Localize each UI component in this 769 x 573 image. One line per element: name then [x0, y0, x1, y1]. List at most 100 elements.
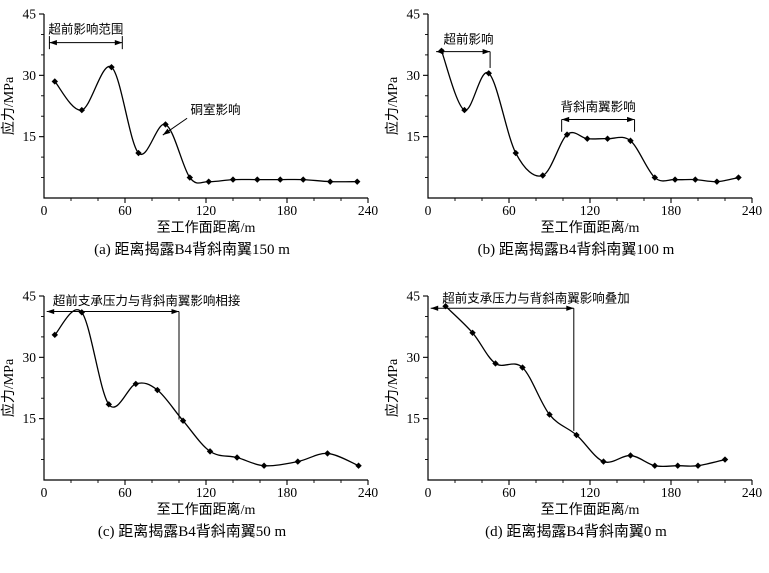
data-point-marker [671, 176, 679, 183]
tick-marks [39, 295, 369, 485]
svg-text:45: 45 [23, 7, 37, 22]
stress-series [51, 309, 362, 469]
data-point-marker [51, 331, 58, 339]
svg-text:120: 120 [580, 485, 601, 500]
panel-a: 15 30 45 0 60 120 180 240 至工作面距离/m 应力/MPa 超前影响范围 硐室… [0, 2, 384, 260]
chart-d-stress-vs-distance: 15 30 45 0 60 120 180 240 至工作面距离/m 应力/MPa 超前支承压力与背… [384, 289, 763, 519]
svg-text:180: 180 [661, 485, 682, 500]
chart-a-stress-vs-distance: 15 30 45 0 60 120 180 240 至工作面距离/m 应力/MPa 超前影响范围硐室… [0, 7, 379, 237]
stress-curve [440, 50, 739, 183]
svg-text:应力/MPa: 应力/MPa [384, 76, 401, 135]
data-point-marker [492, 360, 499, 367]
data-point-marker [584, 135, 591, 142]
svg-text:45: 45 [407, 289, 421, 304]
svg-text:15: 15 [23, 129, 37, 144]
data-point-marker [573, 431, 580, 439]
svg-text:超前支承压力与背斜南翼影响相接: 超前支承压力与背斜南翼影响相接 [53, 293, 241, 308]
axis-lines [43, 296, 368, 481]
data-point-marker [469, 329, 476, 336]
tick-marks [423, 13, 753, 203]
data-point-marker [461, 106, 468, 114]
svg-text:240: 240 [358, 203, 379, 218]
data-point-marker [627, 137, 634, 144]
data-point-marker [233, 454, 241, 461]
data-point-marker [546, 411, 553, 418]
svg-text:至工作面距离/m: 至工作面距离/m [541, 219, 640, 236]
stress-series [438, 47, 742, 185]
svg-text:120: 120 [196, 485, 217, 500]
data-point-marker [135, 149, 142, 157]
data-point-marker [179, 417, 187, 424]
data-point-marker [485, 70, 492, 77]
data-point-marker [277, 176, 284, 183]
svg-text:至工作面距离/m: 至工作面距离/m [541, 501, 640, 518]
svg-text:60: 60 [118, 203, 132, 218]
data-point-marker [132, 380, 139, 388]
data-point-marker [78, 106, 85, 114]
data-point-marker [327, 178, 334, 185]
data-point-marker [324, 450, 331, 457]
svg-text:30: 30 [407, 350, 421, 365]
tick-marks [39, 13, 369, 203]
svg-text:45: 45 [23, 289, 37, 304]
data-point-marker [205, 178, 212, 185]
svg-text:30: 30 [23, 350, 37, 365]
caption-a: (a) 距离揭露B4背斜南翼150 m [94, 242, 290, 258]
svg-text:180: 180 [277, 485, 298, 500]
panel-d: 15 30 45 0 60 120 180 240 至工作面距离/m 应力/MPa 超前支承压力与背… [384, 284, 768, 542]
chart-b-stress-vs-distance: 15 30 45 0 60 120 180 240 至工作面距离/m 应力/MPa 超前影响背斜南翼… [384, 7, 762, 237]
svg-text:240: 240 [358, 485, 379, 500]
data-point-marker [105, 401, 112, 408]
data-point-marker [78, 309, 85, 316]
caption-b: (b) 距离揭露B4背斜南翼100 m [477, 242, 675, 258]
data-point-marker [300, 176, 307, 183]
stress-series [51, 63, 361, 185]
svg-text:背斜南翼影响: 背斜南翼影响 [561, 99, 636, 114]
svg-text:0: 0 [425, 203, 432, 218]
data-point-marker [229, 176, 237, 183]
svg-text:应力/MPa: 应力/MPa [0, 358, 17, 417]
caption-c: (c) 距离揭露B4背斜南翼50 m [97, 524, 287, 540]
data-point-marker [604, 135, 611, 142]
data-point-marker [674, 462, 681, 469]
caption-d: (d) 距离揭露B4背斜南翼0 m [485, 524, 667, 540]
axis-labels: 15 30 45 0 60 120 180 240 至工作面距离/m 应力/MPa [384, 7, 762, 237]
svg-text:应力/MPa: 应力/MPa [384, 358, 401, 417]
svg-text:60: 60 [502, 203, 516, 218]
data-point-marker [651, 462, 658, 469]
svg-text:超前影响: 超前影响 [443, 31, 493, 46]
svg-text:180: 180 [661, 203, 682, 218]
data-point-marker [154, 386, 161, 394]
data-point-marker [694, 462, 702, 469]
data-point-marker [519, 364, 526, 371]
data-point-marker [108, 63, 115, 71]
annotations: 超前支承压力与背斜南翼影响叠加 [430, 290, 630, 431]
svg-text:0: 0 [41, 203, 48, 218]
data-point-marker [539, 172, 546, 179]
svg-text:15: 15 [23, 411, 37, 426]
stress-series [442, 303, 729, 469]
svg-text:应力/MPa: 应力/MPa [0, 76, 17, 135]
data-point-marker [254, 176, 261, 183]
svg-text:120: 120 [196, 203, 217, 218]
svg-text:至工作面距离/m: 至工作面距离/m [157, 501, 256, 518]
svg-text:240: 240 [742, 485, 763, 500]
panel-c: 15 30 45 0 60 120 180 240 至工作面距离/m 应力/MPa 超前支承压力与背… [0, 284, 384, 542]
stress-curve [445, 305, 726, 468]
data-point-marker [354, 178, 361, 185]
figure-grid: 15 30 45 0 60 120 180 240 至工作面距离/m 应力/MPa 超前影响范围 硐室… [0, 2, 768, 542]
svg-text:60: 60 [118, 485, 132, 500]
data-point-marker [260, 462, 268, 469]
svg-text:120: 120 [580, 203, 601, 218]
annotations: 超前支承压力与背斜南翼影响相接 [46, 293, 241, 420]
data-point-marker [735, 174, 742, 181]
data-point-marker [512, 149, 519, 157]
data-point-marker [355, 462, 362, 469]
data-point-marker [51, 78, 58, 85]
tick-marks [423, 295, 753, 485]
svg-text:30: 30 [23, 68, 37, 83]
chart-c-stress-vs-distance: 15 30 45 0 60 120 180 240 至工作面距离/m 应力/MPa 超前支承压力与背… [0, 289, 379, 519]
data-point-marker [627, 452, 634, 459]
